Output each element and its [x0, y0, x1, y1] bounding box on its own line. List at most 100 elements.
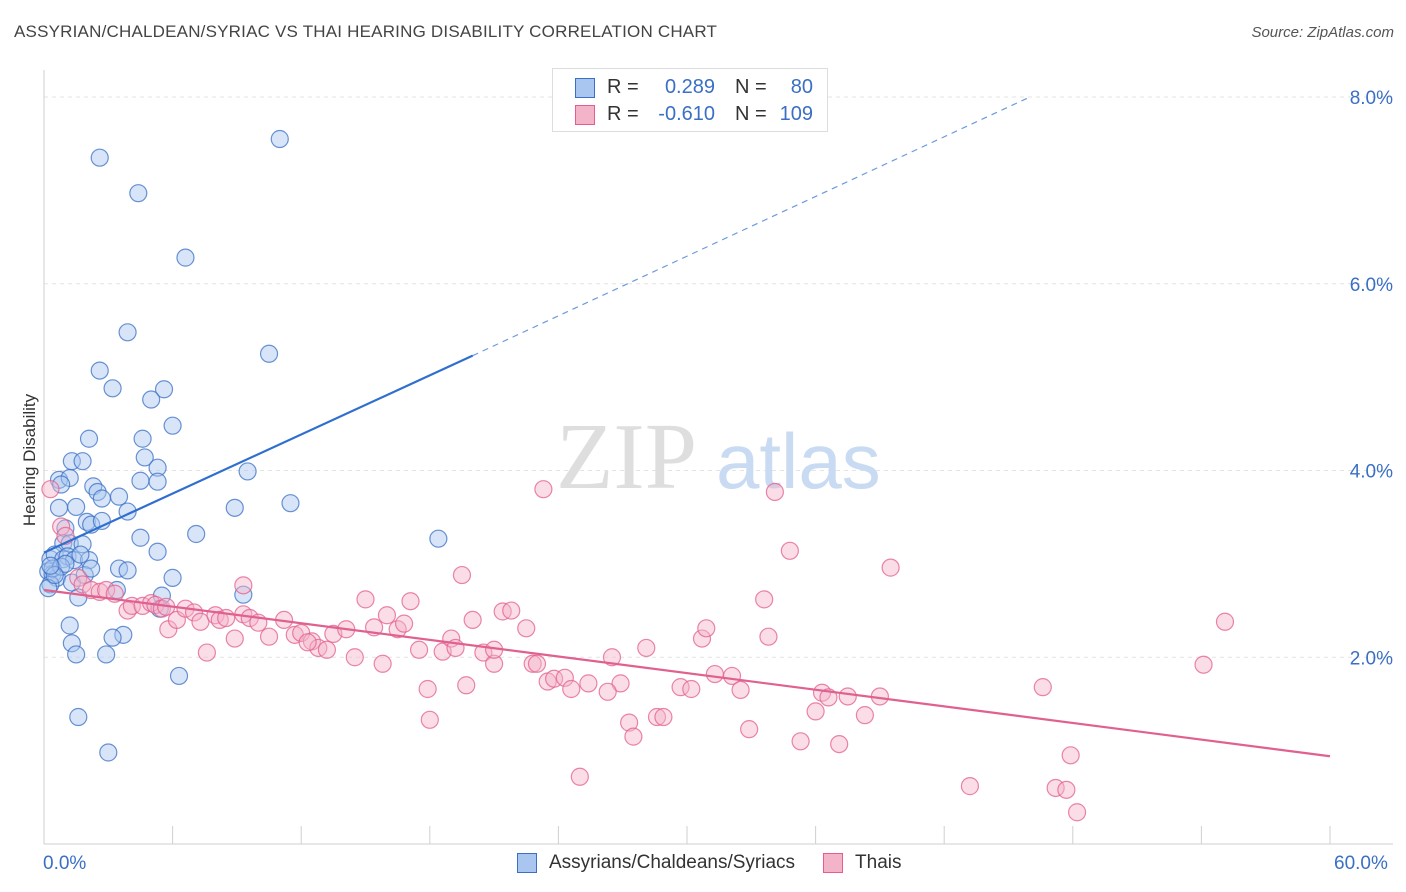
data-point: [682, 679, 701, 699]
data-point: [238, 462, 257, 481]
data-point: [394, 614, 414, 633]
data-point: [71, 545, 90, 564]
data-point: [169, 666, 189, 686]
data-point: [234, 576, 253, 595]
data-point: [838, 687, 857, 706]
data-point: [457, 676, 476, 695]
y-tick-label: 8.0%: [1350, 88, 1393, 109]
chart-title: ASSYRIAN/CHALDEAN/SYRIAC VS THAI HEARING…: [14, 22, 718, 41]
data-point: [103, 379, 122, 398]
data-point: [317, 640, 337, 659]
data-point: [647, 707, 667, 727]
data-point: [60, 616, 79, 635]
data-point: [345, 648, 364, 667]
data-point: [1061, 746, 1080, 765]
data-point: [401, 592, 420, 611]
data-point: [133, 429, 152, 448]
trend-lines: [43, 96, 1331, 758]
data-point: [142, 390, 161, 409]
legend-label-thais: Thais: [855, 852, 902, 873]
data-point: [1194, 655, 1213, 674]
data-point: [281, 494, 300, 513]
y-tick-labels: 2.0% 4.0% 6.0% 8.0%: [1350, 88, 1393, 669]
data-point: [131, 528, 150, 547]
data-point: [409, 640, 429, 659]
data-point: [148, 472, 167, 491]
data-point: [523, 654, 542, 673]
data-point: [624, 727, 643, 746]
data-point: [79, 429, 99, 448]
data-point: [197, 643, 216, 662]
watermark-atlas: atlas: [716, 417, 881, 505]
legend-row-thais: R = -0.610 N = 109: [575, 103, 813, 126]
trend-line-assyrians: [43, 354, 474, 554]
data-point: [855, 706, 874, 725]
y-tick-label: 2.0%: [1350, 648, 1393, 669]
data-point: [705, 664, 724, 684]
data-point: [176, 248, 195, 267]
legend-swatch-blue: [517, 853, 537, 873]
legend-label-assyrians: Assyrians/Chaldeans/Syriacs: [549, 852, 796, 873]
data-point: [129, 184, 148, 203]
legend-row-assyrians: R = 0.289 N = 80: [575, 76, 813, 99]
data-point: [118, 561, 137, 580]
data-point: [1067, 803, 1087, 822]
data-point: [356, 590, 375, 609]
data-point: [806, 702, 825, 721]
data-point: [517, 619, 536, 638]
data-point: [373, 654, 392, 673]
data-point: [429, 529, 448, 548]
data-point: [148, 542, 167, 561]
legend-n-value: 109: [779, 103, 813, 125]
data-point: [692, 629, 712, 648]
data-point: [1057, 780, 1076, 799]
data-point: [92, 489, 111, 508]
data-point: [67, 645, 86, 664]
data-point: [298, 633, 317, 652]
data-point: [452, 565, 472, 585]
data-point: [654, 707, 673, 727]
data-point: [90, 148, 109, 167]
legend-n-label: N =: [735, 103, 767, 125]
data-point: [881, 558, 900, 577]
data-point: [759, 627, 778, 646]
data-point: [755, 590, 774, 609]
data-point: [41, 480, 60, 499]
data-point: [697, 619, 716, 638]
data-point: [598, 682, 617, 701]
trend-line-thais: [43, 588, 1331, 758]
data-point: [73, 452, 92, 471]
legend-item-thais[interactable]: Thais: [823, 852, 902, 874]
legend-swatch-pink: [575, 104, 595, 125]
data-point: [377, 606, 397, 625]
data-point: [163, 568, 182, 587]
y-tick-label: 4.0%: [1350, 462, 1393, 483]
data-point: [90, 361, 109, 380]
legend-n-label: N =: [735, 76, 767, 98]
data-point: [114, 625, 133, 644]
grid-lines: [44, 96, 1393, 658]
watermark: ZIP atlas: [556, 405, 881, 509]
legend-n-value: 80: [790, 76, 813, 98]
data-point: [41, 556, 60, 575]
series-legend: Assyrians/Chaldeans/Syriacs Thais: [517, 852, 930, 874]
data-point: [611, 674, 630, 693]
data-point: [234, 585, 253, 604]
data-point: [418, 679, 437, 699]
data-point: [602, 648, 622, 667]
data-point: [109, 487, 129, 506]
data-point: [960, 777, 980, 796]
data-point: [620, 713, 639, 732]
legend-swatch-pink: [823, 853, 844, 873]
data-point: [62, 634, 81, 653]
data-point: [527, 654, 547, 673]
data-point: [1033, 678, 1052, 697]
data-point: [562, 679, 581, 699]
data-point: [225, 629, 244, 648]
data-point: [67, 497, 86, 517]
legend-item-assyrians[interactable]: Assyrians/Chaldeans/Syriacs: [517, 852, 795, 874]
x-axis-max-label: 60.0%: [1334, 853, 1388, 874]
data-point: [270, 129, 289, 149]
data-point: [1215, 612, 1235, 631]
data-point: [49, 498, 69, 517]
